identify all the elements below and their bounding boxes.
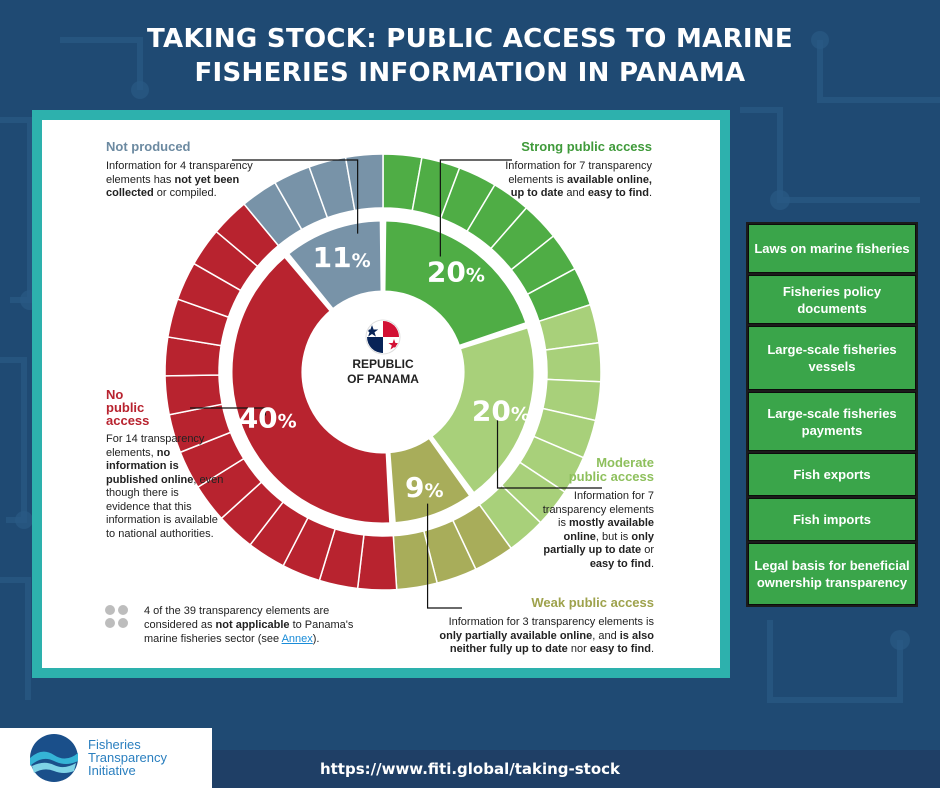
label-weak-bold-2: is also neither fully up to date — [449, 629, 654, 656]
page-title: TAKING STOCK: PUBLIC ACCESS TO MARINE FI… — [0, 22, 940, 90]
logo-line-2: Transparency — [88, 750, 167, 765]
inner-slices — [229, 218, 537, 526]
label-no-access-title-3: access — [106, 413, 150, 428]
label-moderate-bold-2: only partially up to date — [543, 530, 654, 557]
label-strong-bold-2: easy to find — [587, 187, 649, 199]
label-no-access-title-2: public — [106, 400, 145, 415]
label-moderate-title: Moderate public access — [532, 456, 654, 484]
label-weak-title: Weak public access — [531, 595, 654, 610]
fiti-logo: Fisheries Transparency Initiative — [0, 728, 212, 788]
na-dots-icon — [105, 605, 128, 628]
center-hole — [303, 292, 463, 452]
label-strong-title: Strong public access — [521, 139, 652, 154]
element-box: Legal basis for beneficial ownership tra… — [748, 543, 916, 605]
label-moderate-title-1: Moderate — [596, 455, 654, 470]
element-box: Large-scale fisheries vessels — [748, 326, 916, 390]
percent-label-not-produced: 11% — [313, 241, 371, 274]
label-weak-text-4: . — [650, 643, 654, 655]
element-box: Fisheries policy documents — [748, 275, 916, 324]
label-no-access-title-1: No — [106, 387, 124, 402]
element-box: Large-scale fisheries payments — [748, 392, 916, 451]
na-text-3: ). — [312, 633, 320, 645]
footer-url[interactable]: https://www.fiti.global/taking-stock — [319, 760, 621, 778]
element-box: Laws on marine fisheries — [748, 224, 916, 273]
leader-weak — [426, 503, 462, 609]
strong-elements-list: Laws on marine fisheries Fisheries polic… — [746, 222, 918, 607]
leader-no-access — [190, 407, 266, 416]
label-not-produced-text-1: Information for 4 transparency elements … — [106, 160, 253, 186]
label-not-produced-bold-1: not yet been collected — [106, 173, 240, 200]
label-moderate-title-2: public access — [568, 469, 654, 484]
chart-panel: 20% 20% 9% 40% 11% REPUBLIC OF PANAMA — [32, 110, 730, 678]
panama-flag-icon — [365, 319, 401, 355]
na-text-2: to Panama's marine fisheries sector (see — [144, 619, 354, 645]
annex-link[interactable]: Annex — [281, 633, 313, 645]
label-no-access-title: No public access — [106, 388, 224, 427]
na-text-1: 4 of the 39 transparency elements are co… — [144, 605, 330, 631]
element-box: Fish imports — [748, 498, 916, 541]
title-line-2: FISHERIES INFORMATION IN PANAMA — [194, 58, 746, 88]
ring-segment-moderate — [544, 341, 602, 383]
label-not-produced: Not produced Information for 4 transpare… — [106, 140, 256, 201]
label-moderate-text-4: . — [650, 557, 654, 570]
label-moderate-text-1: Information for 7 transparency elements … — [542, 490, 654, 529]
chart-card: 20% 20% 9% 40% 11% REPUBLIC OF PANAMA — [42, 120, 720, 668]
label-moderate-bold-1: mostly available online — [563, 517, 654, 543]
label-no-access-text-1: For 14 transparency elements, — [106, 433, 205, 459]
fiti-logo-icon — [30, 734, 78, 782]
label-weak-text-3: nor — [567, 643, 590, 655]
label-no-access: No public access For 14 transparency ele… — [106, 388, 224, 541]
fiti-logo-text: Fisheries Transparency Initiative — [88, 738, 167, 777]
label-strong-text-2: and — [563, 187, 588, 199]
label-strong: Strong public access Information for 7 t… — [504, 140, 652, 201]
label-no-access-bold-1: no information is published online — [106, 446, 194, 486]
label-moderate: Moderate public access Information for 7… — [532, 456, 654, 571]
leader-moderate — [496, 416, 602, 489]
leader-lines — [190, 159, 602, 609]
label-no-access-text-2: , even though there is evidence that thi… — [106, 473, 224, 540]
outer-ring — [164, 153, 602, 591]
label-moderate-text-3: or — [641, 544, 654, 556]
percent-label-strong: 20% — [427, 256, 485, 289]
label-weak-text-1: Information for 3 transparency elements … — [448, 616, 654, 628]
label-not-produced-text-2: or compiled. — [153, 187, 217, 199]
label-strong-bold-1: available online, up to date — [510, 173, 652, 200]
percent-label-moderate: 20% — [472, 394, 530, 427]
label-strong-text-3: . — [648, 187, 652, 199]
label-moderate-bold-3: easy to find — [589, 557, 651, 570]
title-line-1: TAKING STOCK: PUBLIC ACCESS TO MARINE — [147, 24, 793, 54]
not-applicable-note: 4 of the 39 transparency elements are co… — [144, 604, 370, 646]
donut-chart: 20% 20% 9% 40% 11% REPUBLIC OF PANAMA — [105, 153, 602, 628]
label-weak-bold-1: only partially available online — [439, 629, 593, 642]
percent-labels: 20% 20% 9% 40% 11% — [239, 241, 530, 504]
percent-label-no-access: 40% — [239, 402, 297, 435]
element-box: Fish exports — [748, 453, 916, 496]
label-strong-text-1: Information for 7 transparency elements … — [505, 160, 652, 186]
label-weak-text-2: , and — [592, 629, 620, 642]
percent-label-weak: 9% — [405, 471, 444, 504]
center-label-line-2: OF PANAMA — [347, 372, 419, 386]
leader-not-produced — [232, 159, 359, 234]
label-not-produced-title: Not produced — [106, 139, 191, 154]
center-label-line-1: REPUBLIC — [352, 357, 414, 371]
na-bold-1: not applicable — [215, 619, 290, 631]
label-weak-bold-3: easy to find — [589, 643, 651, 655]
logo-line-3: Initiative — [88, 763, 136, 778]
slice-not-produced — [285, 218, 384, 312]
logo-line-1: Fisheries — [88, 737, 141, 752]
leader-strong — [439, 159, 512, 257]
label-weak: Weak public access Information for 3 tra… — [438, 596, 654, 657]
label-moderate-text-2: , but is — [595, 530, 632, 543]
